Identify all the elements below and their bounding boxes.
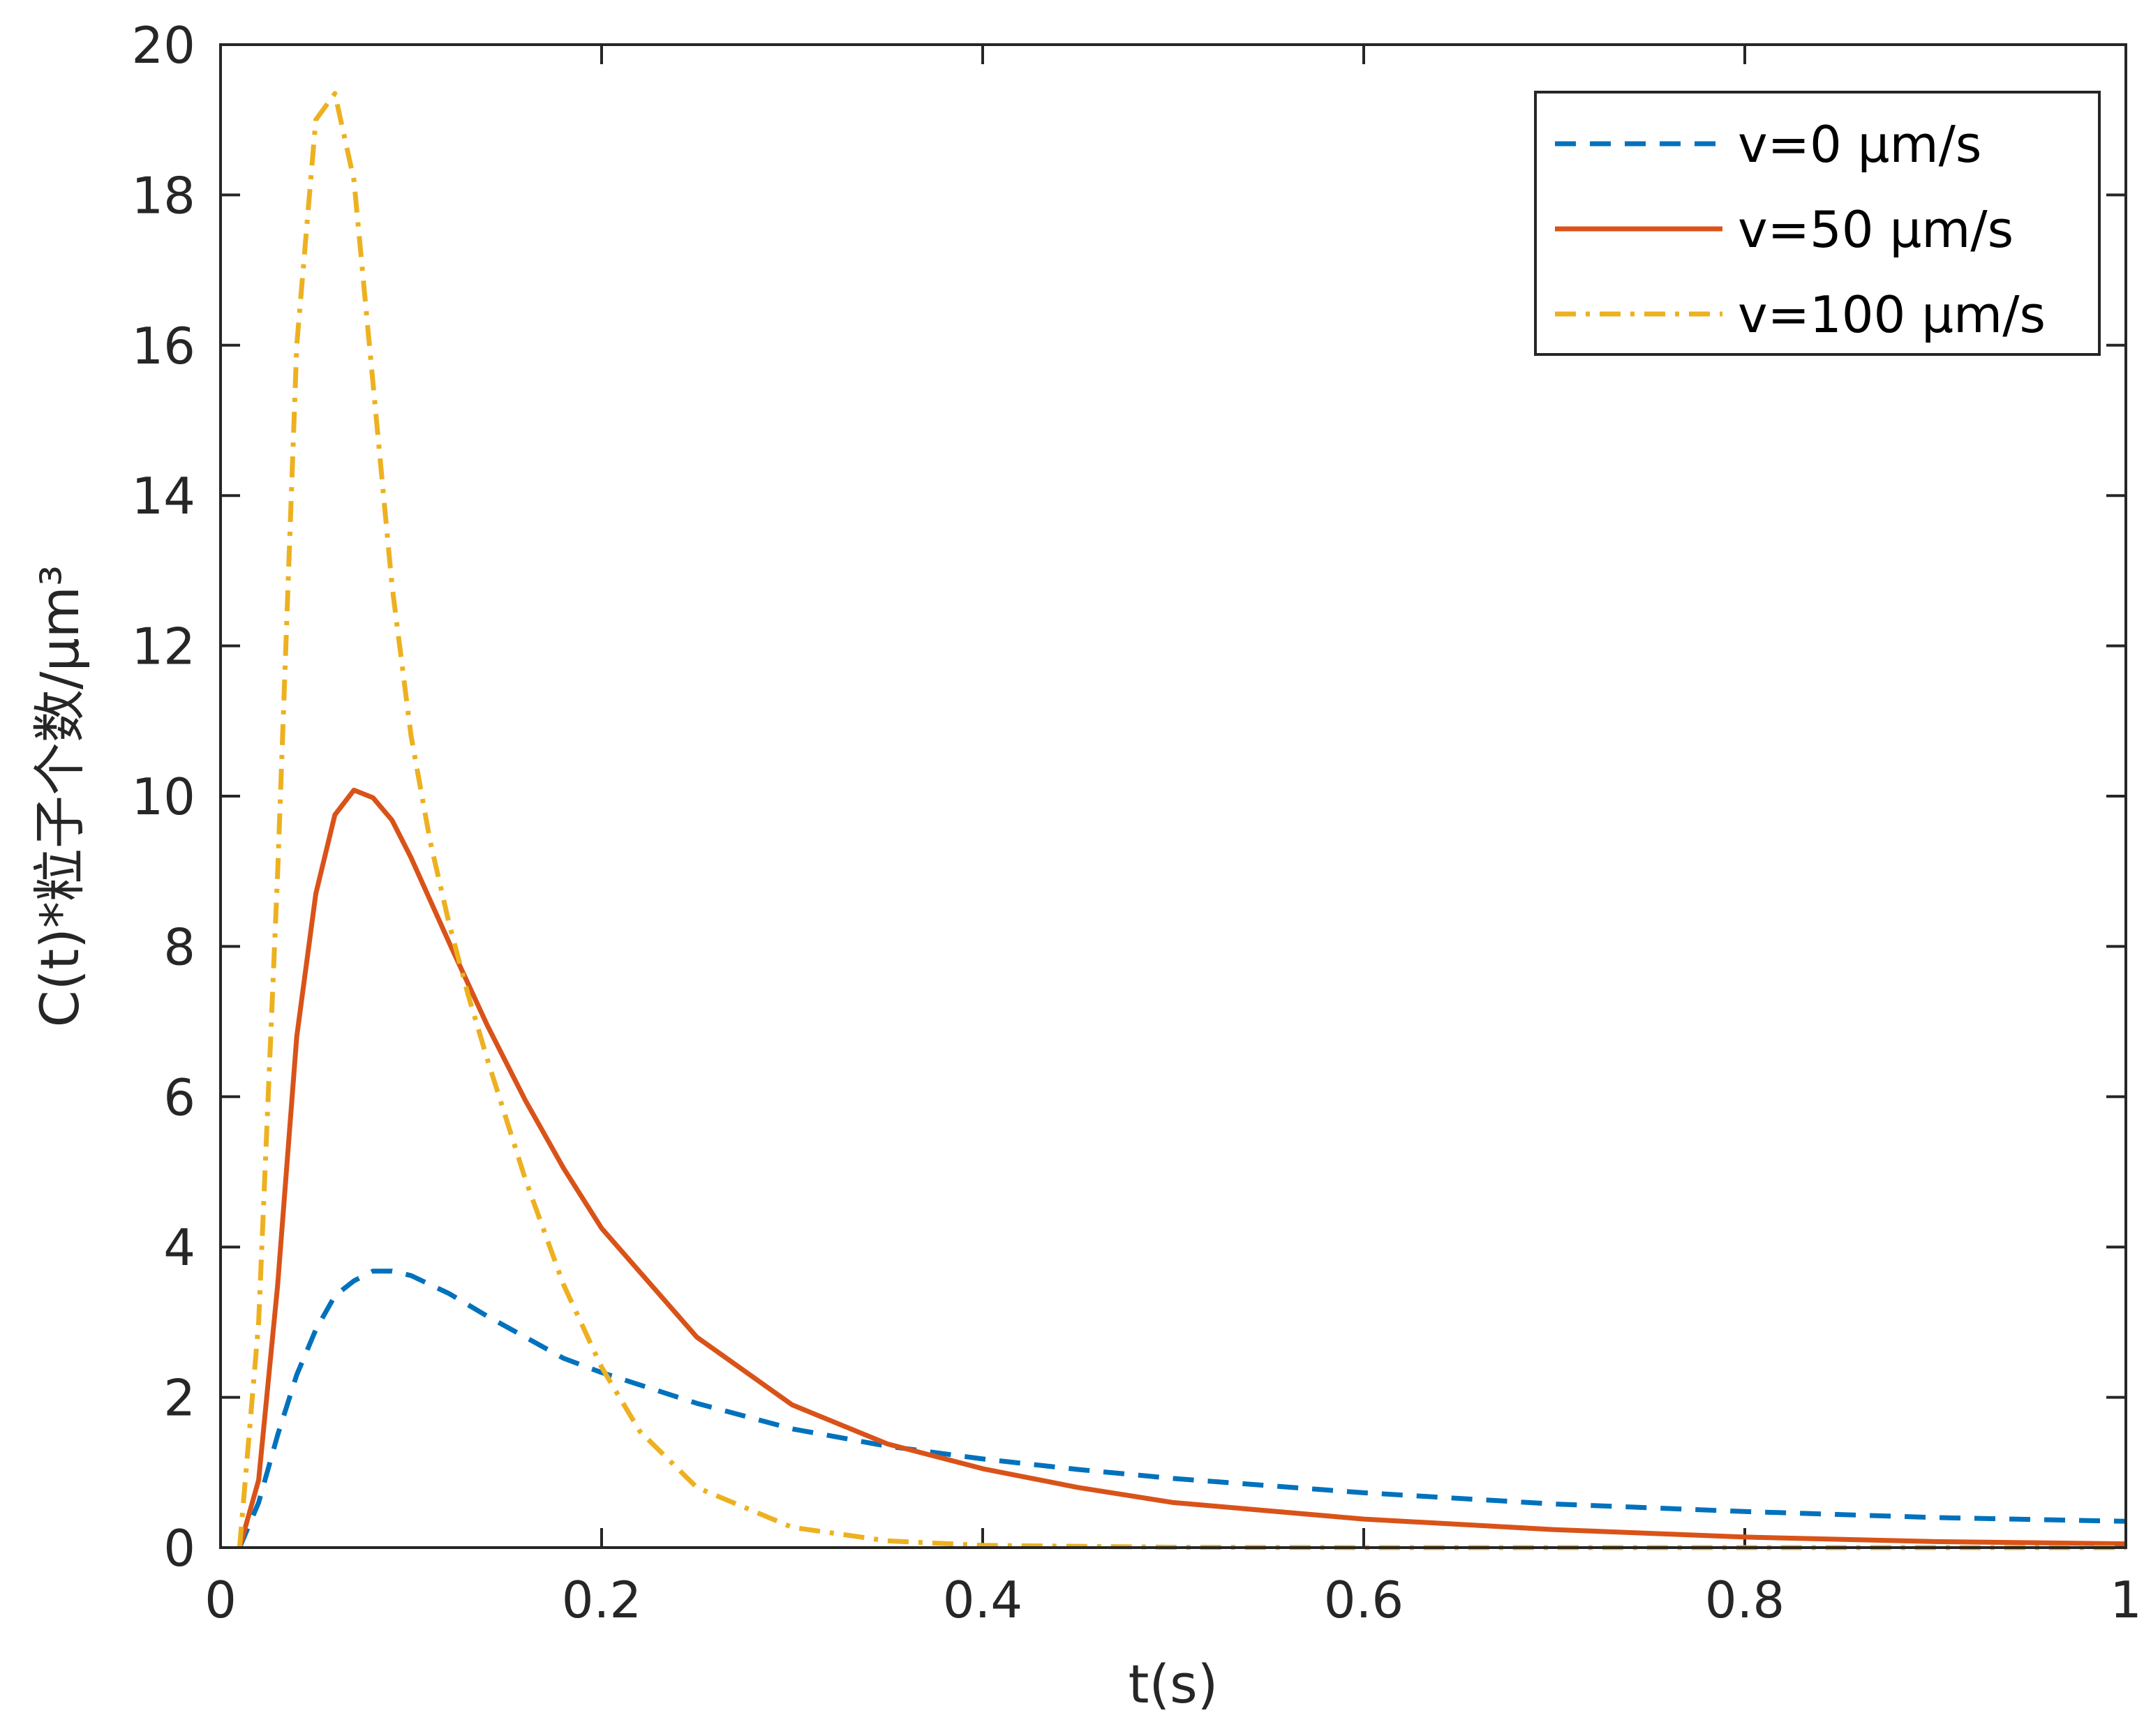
x-tick-label: 0.4 xyxy=(943,1571,1023,1629)
plot-frame xyxy=(219,43,2127,1549)
legend-label-2: v=50 μm/s xyxy=(1738,200,2013,259)
x-tick-label: 0 xyxy=(204,1571,237,1629)
y-tick-label: 20 xyxy=(131,16,195,75)
y-tick-label: 16 xyxy=(131,317,195,375)
y-tick-label: 8 xyxy=(163,918,195,976)
series-layer xyxy=(237,91,2127,1550)
legend-label-3: v=100 μm/s xyxy=(1738,285,2046,344)
y-tick-label: 0 xyxy=(163,1519,195,1578)
legend: v=0 μm/s v=50 μm/s v=100 μm/s xyxy=(1534,91,2101,356)
y-tick-label: 18 xyxy=(131,166,195,225)
y-axis-ticks: 0 2 4 6 8 10 12 14 16 18 20 xyxy=(131,16,2126,1578)
series-line-2 xyxy=(237,787,2127,1548)
x-axis-ticks: 0 0.2 0.4 0.6 0.8 1 xyxy=(204,45,2142,1629)
series-line-3 xyxy=(237,91,2126,1550)
x-tick-label: 0.8 xyxy=(1705,1571,1785,1629)
legend-label-1: v=0 μm/s xyxy=(1738,115,1981,174)
y-tick-label: 12 xyxy=(131,618,195,676)
x-tick-label: 0.2 xyxy=(562,1571,642,1629)
y-tick-label: 14 xyxy=(131,467,195,525)
y-tick-label: 10 xyxy=(131,768,195,826)
series-line-1 xyxy=(237,1269,2127,1549)
x-tick-label: 0.6 xyxy=(1324,1571,1404,1629)
y-tick-label: 2 xyxy=(163,1369,195,1428)
y-tick-label: 4 xyxy=(163,1218,195,1277)
legend-box xyxy=(1534,91,2101,356)
y-tick-label: 6 xyxy=(163,1068,195,1127)
y-axis-label: C(t)*粒子个数/μm³ xyxy=(29,565,91,1028)
x-axis-label: t(s) xyxy=(1129,1653,1219,1715)
x-tick-label: 1 xyxy=(2110,1571,2142,1629)
